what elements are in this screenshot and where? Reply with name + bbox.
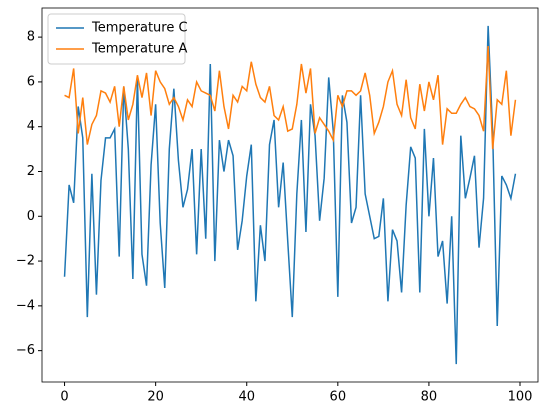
y-tick-label: 0 <box>27 209 35 224</box>
y-tick-label: 2 <box>27 164 35 179</box>
line-series <box>63 25 517 365</box>
line-series <box>64 46 517 150</box>
x-tick-label: 100 <box>508 390 533 405</box>
y-tick-label: −4 <box>16 298 35 313</box>
x-tick-label: 80 <box>421 390 438 405</box>
y-tick-label: −2 <box>16 254 35 269</box>
legend-label: Temperature C <box>91 21 188 36</box>
x-tick-label: 40 <box>238 390 255 405</box>
y-tick-label: 4 <box>27 119 35 134</box>
axes-frame <box>41 7 539 383</box>
x-tick-label: 20 <box>147 390 164 405</box>
y-tick-label: 8 <box>27 30 35 45</box>
legend-box <box>47 13 186 65</box>
legend-label: Temperature A <box>91 42 187 57</box>
x-tick-label: 0 <box>60 390 68 405</box>
y-tick-label: 6 <box>27 74 35 89</box>
y-tick-label: −6 <box>16 343 35 358</box>
x-tick-label: 60 <box>330 390 347 405</box>
